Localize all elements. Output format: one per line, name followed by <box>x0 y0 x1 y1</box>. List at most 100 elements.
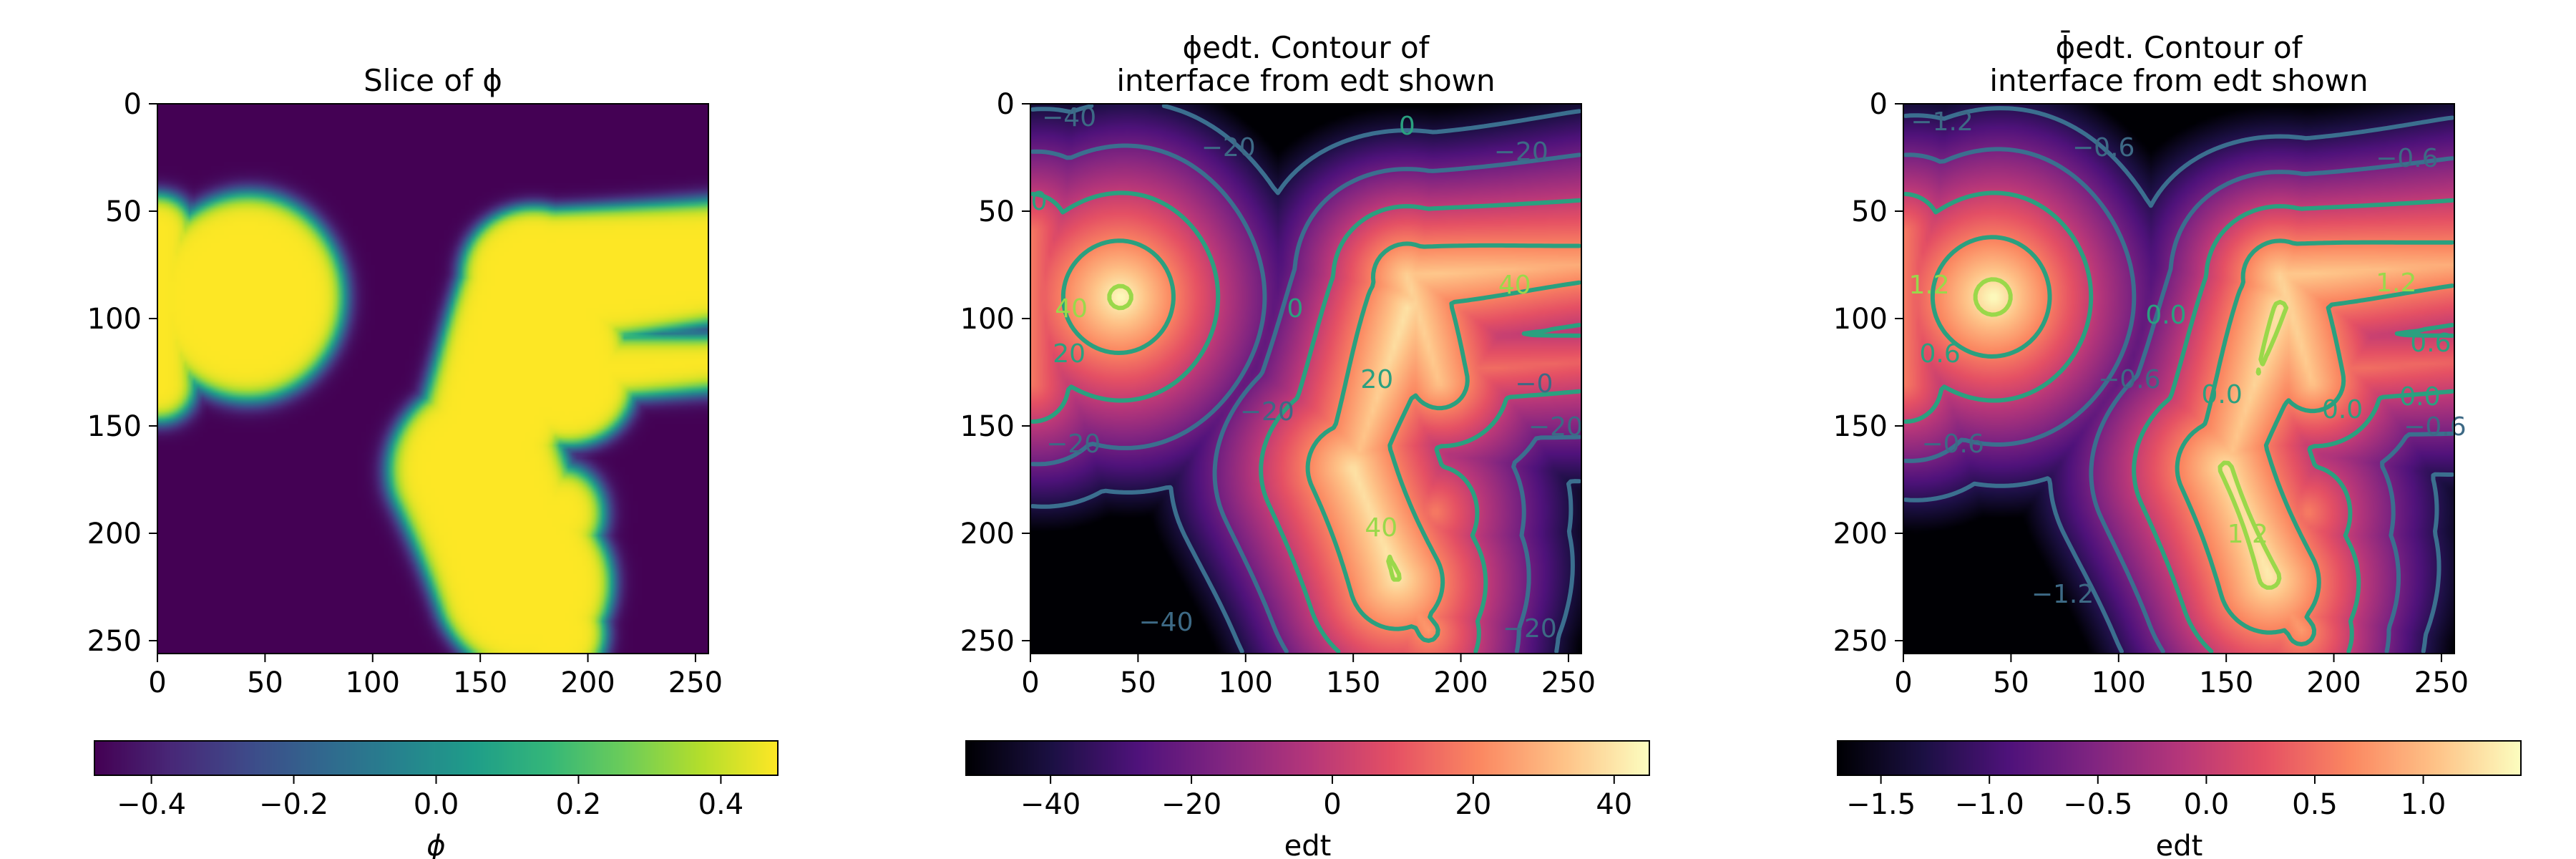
contour-label: −0.6 <box>1921 430 1984 459</box>
contour-label: −1.2 <box>1911 107 1973 137</box>
heatmap-image <box>157 104 708 654</box>
contour-label: −20 <box>1528 412 1583 442</box>
x-tick-label: 150 <box>2199 666 2253 699</box>
contour-label: 0 <box>1287 294 1304 324</box>
subplot-title-line: ϕedt. Contour of <box>1183 30 1430 65</box>
y-tick-label: 0 <box>1870 88 1888 121</box>
contour-label: 0.0 <box>2322 395 2363 424</box>
contour-line-20 <box>1060 238 1581 644</box>
colorbar-tick-label: 0.0 <box>414 788 459 821</box>
contour-line-0 <box>1030 190 1581 654</box>
colorbar-tick-label: 0 <box>1323 788 1341 821</box>
y-tick-label: 250 <box>87 625 142 658</box>
colorbar-frame <box>1837 740 2522 776</box>
subplot-title-line: Slice of ϕ <box>364 63 502 98</box>
colorbar-tick-label: −1.5 <box>1846 788 1916 821</box>
x-tick-label: 0 <box>1021 666 1039 699</box>
x-tick-label: 250 <box>2414 666 2469 699</box>
colorbar-frame <box>965 740 1650 776</box>
heatmap-image <box>1903 104 2454 654</box>
y-tick-label: 250 <box>1833 625 1888 658</box>
contour-label: 20 <box>1053 339 1085 369</box>
y-tick-label: 200 <box>1833 518 1888 550</box>
x-tick-label: 200 <box>560 666 615 699</box>
colorbar-label: edt <box>2156 830 2203 859</box>
colorbar-tick-label: −20 <box>1161 788 1221 821</box>
contour-line-0.6 <box>1930 235 2454 646</box>
colorbar-tick-label: 1.0 <box>2401 788 2446 821</box>
y-tick-label: 100 <box>960 303 1015 336</box>
axes-frame <box>157 103 709 654</box>
y-tick-label: 100 <box>1833 303 1888 336</box>
x-tick-label: 200 <box>2306 666 2361 699</box>
axes-frame <box>1903 103 2455 654</box>
y-tick-label: 200 <box>960 518 1015 550</box>
x-tick-label: 250 <box>1541 666 1596 699</box>
colorbar-tick-label: −40 <box>1020 788 1080 821</box>
y-tick-label: 200 <box>87 518 142 550</box>
contour-line--40 <box>1030 104 1581 654</box>
subplot-1: Slice of ϕ0 50 100 150 200 250050100150200250… <box>87 63 779 859</box>
contour-label: 1.2 <box>2376 268 2416 298</box>
contour-label: 0.0 <box>2145 301 2186 330</box>
x-tick-label: 100 <box>346 666 400 699</box>
contour-label: 0.6 <box>1920 339 1961 369</box>
colorbar-label: edt <box>1284 830 1332 859</box>
contour-label: −20 <box>1494 137 1548 167</box>
contour-label: 1.2 <box>2228 520 2268 549</box>
colorbar-tick-label: −0.5 <box>2063 788 2132 821</box>
x-tick-label: 50 <box>1993 666 2029 699</box>
x-tick-label: 50 <box>247 666 283 699</box>
contour-label: 0.6 <box>2410 329 2451 358</box>
contour-label: −20 <box>1240 397 1294 427</box>
y-tick-label: 0 <box>124 88 142 121</box>
y-tick-label: 100 <box>87 303 142 336</box>
contour-line--0.6 <box>1903 147 2454 654</box>
x-tick-label: 200 <box>1433 666 1488 699</box>
colorbar-gradient <box>966 741 1649 775</box>
contour-line--20 <box>1030 143 1581 654</box>
contour-label: 40 <box>1365 513 1397 543</box>
heatmap-image <box>1030 104 1581 654</box>
contour-label: −0.6 <box>2072 133 2135 162</box>
contour-label: −0.6 <box>2376 144 2438 173</box>
colorbar-tick-label: 0.0 <box>2184 788 2230 821</box>
y-tick-label: 150 <box>960 410 1015 443</box>
axes-frame <box>1030 103 1582 654</box>
colorbar-gradient <box>94 741 778 775</box>
x-tick-label: 250 <box>668 666 723 699</box>
contour-label: −20 <box>1503 614 1557 644</box>
subplots: Slice of ϕ0 50 100 150 200 250050100150200250… <box>87 29 2522 859</box>
subplot-title-line: interface from edt shown <box>1989 63 2368 98</box>
colorbar-tick-label: 0.4 <box>698 788 744 821</box>
contour-label: −40 <box>1042 103 1096 132</box>
y-tick-label: 50 <box>105 195 142 228</box>
y-tick-label: 250 <box>960 625 1015 658</box>
colorbar-tick-label: 40 <box>1596 788 1632 821</box>
contour-label: −20 <box>1201 133 1256 162</box>
x-tick-label: 0 <box>148 666 166 699</box>
contour-line-40 <box>1107 283 1402 582</box>
x-tick-label: 0 <box>1894 666 1912 699</box>
contour-line--1.2 <box>1903 106 2454 654</box>
colorbar-tick-label: 0.2 <box>556 788 602 821</box>
x-tick-label: 50 <box>1120 666 1156 699</box>
y-tick-label: 150 <box>1833 410 1888 443</box>
y-tick-label: 150 <box>87 410 142 443</box>
contour-line-0 <box>1903 190 2454 654</box>
colorbar-tick-label: −0.2 <box>259 788 328 821</box>
contour-label: −20 <box>1046 430 1101 459</box>
y-tick-label: 50 <box>1851 195 1888 228</box>
contour-label: 0 <box>1399 112 1415 141</box>
colorbar-tick-label: −0.4 <box>117 788 186 821</box>
x-tick-label: 150 <box>1326 666 1380 699</box>
subplot-title-line: interface from edt shown <box>1116 63 1495 98</box>
contour-label: 40 <box>1498 271 1531 300</box>
colorbar-tick-label: −1.0 <box>1955 788 2024 821</box>
contour-label: −40 <box>1139 608 1194 637</box>
x-tick-label: 100 <box>1219 666 1273 699</box>
colorbar-gradient <box>1838 741 2521 775</box>
contour-label: −0.6 <box>2404 412 2466 442</box>
